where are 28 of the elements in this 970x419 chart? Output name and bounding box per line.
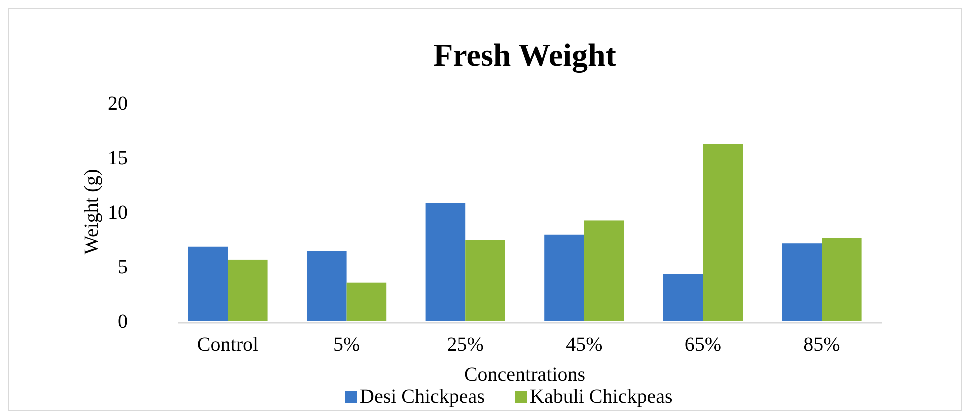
x-tick-label: Control (197, 334, 259, 356)
bar (346, 282, 387, 321)
bar (782, 244, 822, 321)
x-tick-label: 5% (333, 334, 360, 356)
legend-label: Desi Chickpeas (360, 386, 486, 408)
bar (466, 240, 506, 321)
bar (228, 260, 268, 321)
bar (584, 220, 624, 321)
chart-title: Fresh Weight (434, 37, 617, 74)
legend-label: Kabuli Chickpeas (530, 386, 673, 408)
bar (544, 234, 584, 321)
x-tick-label: 45% (566, 334, 603, 356)
bar (426, 203, 466, 321)
y-tick-label: 10 (108, 202, 128, 224)
y-tick-label: 20 (108, 93, 128, 115)
y-tick-label: 0 (118, 311, 128, 333)
bar (822, 238, 862, 321)
y-axis-title: Weight (g) (81, 169, 103, 255)
bar (188, 246, 228, 321)
x-axis-title: Concentrations (464, 364, 586, 386)
x-tick-label: 85% (804, 334, 840, 356)
bar (663, 274, 704, 321)
x-tick-label: 65% (684, 334, 722, 356)
y-tick-label: 15 (108, 148, 128, 170)
y-tick-label: 5 (118, 256, 128, 278)
bar (307, 251, 347, 321)
x-tick-label: 25% (447, 334, 484, 356)
bar (703, 144, 743, 321)
